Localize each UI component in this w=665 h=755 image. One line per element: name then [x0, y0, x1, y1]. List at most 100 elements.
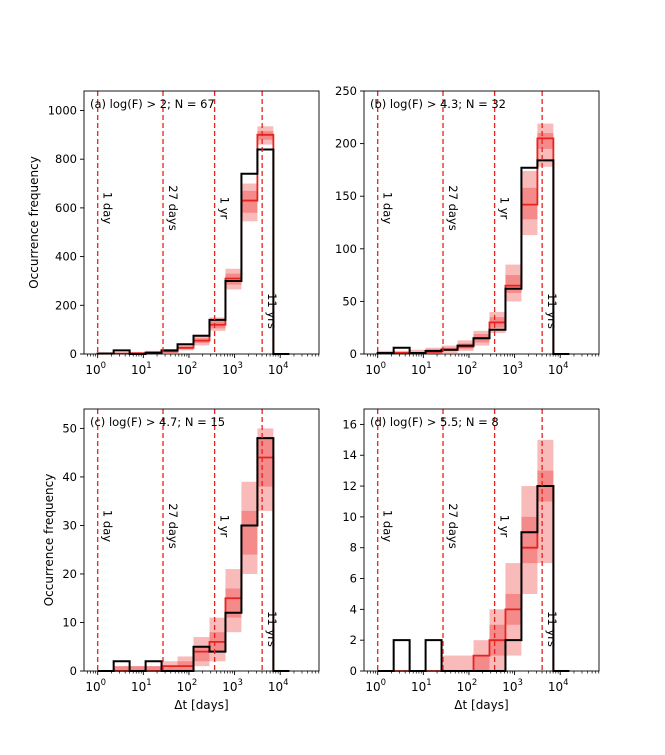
vline-label: 27 days: [166, 185, 180, 230]
band_outer-rect: [457, 655, 474, 671]
axes-frame: [83, 90, 320, 355]
panel-title: (b) log(F) > 4.3; N = 32: [370, 97, 506, 111]
x-tick-label: 103: [502, 361, 523, 377]
x-tick-label: 102: [457, 361, 478, 377]
x-axis-label: Δt [days]: [454, 698, 508, 712]
y-tick-label: 400: [55, 250, 77, 264]
vline-label: 1 day: [101, 192, 115, 224]
band_inner-rect: [241, 510, 258, 555]
x-tick-label: 101: [411, 678, 432, 694]
band_inner-rect: [145, 666, 162, 671]
observed-line: [376, 159, 570, 355]
y-tick-label: 4: [350, 602, 357, 616]
vline-label: 11 yrs: [545, 611, 559, 647]
x-tick-label: 100: [85, 678, 106, 694]
y-tick-label: 200: [55, 298, 77, 312]
y-tick-label: 0: [350, 347, 357, 361]
y-tick-label: 2: [350, 633, 357, 647]
vline-label: 1 yr: [218, 197, 232, 220]
y-tick-label: 10: [62, 615, 77, 629]
y-tick-label: 14: [342, 448, 357, 462]
band_inner-rect: [225, 588, 242, 618]
panel-a: 1 day 27 days 1 yr 11 yrs 100 101 102 103 104 0 20…: [27, 90, 320, 377]
vline-label: 1 yr: [498, 515, 512, 538]
y-tick-label: 20: [62, 567, 77, 581]
x-tick-label: 104: [548, 678, 569, 694]
x-tick-label: 103: [222, 678, 243, 694]
panel-title: (c) log(F) > 4.7; N = 15: [90, 415, 225, 429]
vline-label: 11 yrs: [545, 293, 559, 329]
y-tick-label: 1000: [48, 103, 77, 117]
y-tick-label: 0: [70, 664, 77, 678]
y-tick-label: 10: [342, 510, 357, 524]
y-tick-label: 150: [335, 189, 357, 203]
model-line: [96, 133, 290, 355]
x-axis-label: Δt [days]: [174, 698, 228, 712]
x-tick-label: 101: [411, 361, 432, 377]
vline-label: 1 day: [381, 192, 395, 224]
x-tick-label: 104: [268, 678, 289, 694]
panel-d: 1 day 27 days 1 yr 11 yrs 100 101 102 103 104 0 2 4…: [342, 408, 600, 712]
band_inner-rect: [521, 516, 538, 564]
panel-title: (a) log(F) > 2; N = 67: [90, 97, 215, 111]
y-tick-label: 6: [350, 572, 357, 586]
y-tick-label: 12: [342, 479, 357, 493]
vline-label: 11 yrs: [265, 611, 279, 647]
axes-frame: [83, 408, 320, 672]
panel-title: (d) log(F) > 5.5; N = 8: [370, 415, 499, 429]
y-tick-label: 50: [342, 294, 357, 308]
band_inner-rect: [113, 666, 130, 671]
x-tick-label: 101: [131, 361, 152, 377]
y-tick-label: 30: [62, 518, 77, 532]
y-axis-label: Occurrence frequency: [42, 474, 56, 607]
vline-label: 11 yrs: [265, 293, 279, 329]
vline-label: 27 days: [446, 503, 460, 548]
x-tick-label: 101: [131, 678, 152, 694]
observed-line: [96, 148, 290, 355]
x-tick-label: 102: [177, 361, 198, 377]
x-tick-label: 102: [177, 678, 198, 694]
band_inner-rect: [473, 655, 490, 671]
y-tick-label: 0: [350, 664, 357, 678]
band_inner-rect: [537, 133, 554, 149]
panel-b: 1 day 27 days 1 yr 11 yrs 100 101 102 103 104 0 50…: [335, 84, 600, 377]
band_inner-rect: [161, 666, 178, 671]
y-tick-label: 600: [55, 201, 77, 215]
band_inner-rect: [521, 187, 538, 220]
band_inner-rect: [193, 646, 210, 662]
axes-frame: [363, 90, 600, 355]
vline-label: 1 yr: [498, 197, 512, 220]
y-tick-label: 100: [335, 242, 357, 256]
x-tick-label: 104: [548, 361, 569, 377]
band_outer-rect: [441, 655, 458, 671]
vline-label: 27 days: [446, 185, 460, 230]
vline-label: 1 yr: [218, 515, 232, 538]
x-tick-label: 100: [365, 678, 386, 694]
y-tick-label: 8: [350, 541, 357, 555]
band_inner-rect: [241, 190, 258, 213]
axes-frame: [363, 408, 600, 672]
band_inner-rect: [257, 438, 274, 487]
y-tick-label: 40: [62, 470, 77, 484]
y-axis-label: Occurrence frequency: [27, 156, 41, 289]
band_inner-rect: [505, 275, 522, 293]
y-tick-label: 16: [342, 417, 357, 431]
x-tick-label: 102: [457, 678, 478, 694]
observed-line: [97, 437, 290, 672]
vline-label: 1 day: [101, 510, 115, 542]
vline-label: 27 days: [166, 503, 180, 548]
y-tick-label: 50: [62, 421, 77, 435]
y-tick-label: 800: [55, 152, 77, 166]
x-tick-label: 100: [365, 361, 386, 377]
model-line: [376, 137, 570, 355]
x-tick-label: 103: [502, 678, 523, 694]
vline-label: 1 day: [381, 510, 395, 542]
y-tick-label: 0: [70, 347, 77, 361]
band_inner-rect: [129, 666, 146, 671]
y-tick-label: 200: [335, 137, 357, 151]
x-tick-label: 103: [222, 361, 243, 377]
y-tick-label: 250: [335, 84, 357, 98]
x-tick-label: 100: [85, 361, 106, 377]
